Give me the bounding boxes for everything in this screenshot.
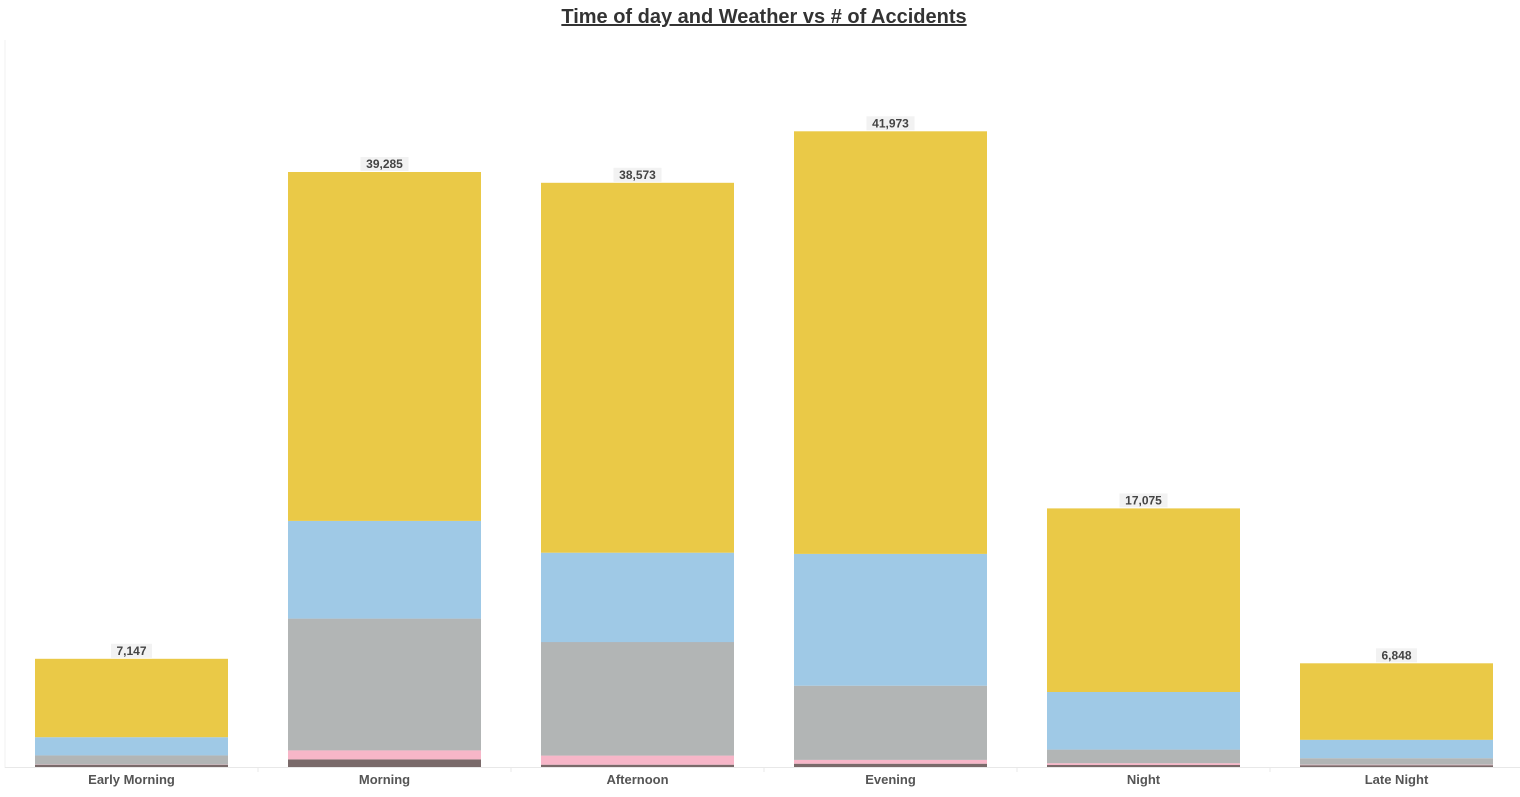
bar-segment-1-0 bbox=[288, 759, 481, 767]
bar-segment-5-0 bbox=[1300, 765, 1493, 767]
bar-segment-5-3 bbox=[1300, 739, 1493, 759]
chart-title: Time of day and Weather vs # of Accident… bbox=[561, 6, 967, 28]
category-label: Morning bbox=[359, 772, 410, 787]
bar-segment-3-0 bbox=[794, 763, 987, 767]
total-label-bg bbox=[1119, 493, 1168, 508]
bar-segment-3-2 bbox=[794, 685, 987, 760]
total-label-bg bbox=[1376, 648, 1417, 663]
bar-segment-0-4 bbox=[35, 658, 228, 738]
total-label: 6,848 bbox=[1381, 648, 1411, 662]
bar-segment-2-2 bbox=[541, 642, 734, 756]
bar-segment-5-4 bbox=[1300, 663, 1493, 740]
labels-group: 7,147 Early Morning 39,285 Morning 38,573 Aft… bbox=[88, 116, 1429, 787]
bar-segment-3-4 bbox=[794, 131, 987, 554]
bar-segment-3-1 bbox=[794, 759, 987, 764]
total-label: 7,147 bbox=[116, 644, 146, 658]
total-label-bg bbox=[866, 116, 915, 131]
total-label-bg bbox=[111, 643, 152, 658]
total-label: 41,973 bbox=[872, 116, 909, 130]
bars-group bbox=[35, 131, 1493, 767]
bar-segment-0-3 bbox=[35, 737, 228, 756]
category-label: Afternoon bbox=[606, 772, 668, 787]
bar-segment-4-3 bbox=[1047, 692, 1240, 750]
total-label-bg bbox=[360, 157, 409, 171]
total-label: 17,075 bbox=[1125, 493, 1162, 507]
category-label: Evening bbox=[865, 772, 916, 787]
bar-segment-5-1 bbox=[1300, 764, 1493, 766]
bar-segment-4-2 bbox=[1047, 749, 1240, 764]
bar-segment-4-4 bbox=[1047, 508, 1240, 692]
category-label: Early Morning bbox=[88, 772, 175, 787]
bar-segment-2-3 bbox=[541, 552, 734, 643]
total-label: 38,573 bbox=[619, 168, 656, 182]
category-label: Night bbox=[1127, 772, 1161, 787]
total-label-bg bbox=[613, 167, 662, 182]
bar-segment-4-1 bbox=[1047, 763, 1240, 765]
bar-segment-2-0 bbox=[541, 764, 734, 767]
bar-segment-3-3 bbox=[794, 553, 987, 686]
bar-segment-1-1 bbox=[288, 750, 481, 760]
bar-segment-5-2 bbox=[1300, 758, 1493, 765]
bar-segment-1-2 bbox=[288, 618, 481, 751]
bar-segment-4-0 bbox=[1047, 765, 1240, 767]
bar-segment-0-0 bbox=[35, 764, 228, 767]
bar-segment-1-3 bbox=[288, 520, 481, 619]
bar-segment-2-4 bbox=[541, 182, 734, 553]
bar-segment-1-4 bbox=[288, 172, 481, 521]
bar-segment-0-2 bbox=[35, 755, 228, 765]
bar-segment-2-1 bbox=[541, 755, 734, 765]
total-label: 39,285 bbox=[366, 157, 403, 171]
category-label: Late Night bbox=[1365, 772, 1429, 787]
